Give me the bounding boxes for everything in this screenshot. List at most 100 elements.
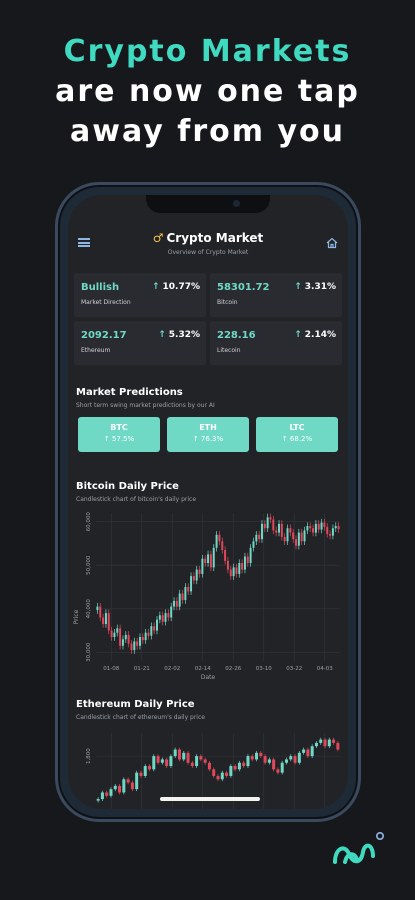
x-axis-label: Date (201, 674, 216, 681)
eth-chart-subtitle: Candlestick chart of ethereum's daily pr… (76, 714, 205, 721)
candle-body (229, 569, 232, 577)
candle-body (130, 782, 134, 790)
candle-body (143, 766, 147, 776)
candle-body (252, 541, 255, 548)
candle-body (314, 523, 317, 533)
candle-body (156, 756, 160, 763)
stat-change: ↑ 3.31% (294, 282, 336, 292)
x-tick-label: 01-21 (134, 666, 150, 672)
candle-body (327, 739, 331, 747)
candle-body (167, 613, 170, 618)
candle-body (263, 523, 266, 529)
y-axis-label: Price (73, 609, 80, 624)
prediction-pct: ↑ 76.3% (192, 435, 224, 443)
candle-body (158, 615, 161, 620)
headline-line-2: are now one tap (55, 74, 360, 109)
candle-body (199, 756, 203, 760)
candle-body (147, 632, 150, 636)
app-subtitle: Overview of Crypto Market (167, 249, 249, 256)
candle-body (184, 587, 187, 601)
app-title: ♂ Crypto Market (68, 231, 348, 245)
arrow-up-icon: ↑ (151, 282, 160, 292)
prediction-symbol: ETH (199, 423, 217, 432)
candle-body (303, 530, 306, 542)
candle-body (269, 517, 272, 520)
candle-body (156, 619, 158, 631)
candle-body (148, 766, 152, 770)
candle-body (135, 772, 139, 790)
candle-body (170, 606, 173, 618)
eth-candlestick-chart[interactable]: 1,800 (68, 725, 348, 809)
candle-body (105, 792, 109, 796)
candle-body (173, 749, 177, 757)
candle-body (260, 523, 263, 540)
candle-body (96, 799, 100, 801)
candle-body (258, 534, 261, 540)
stat-card-bitcoin[interactable]: 58301.72 ↑ 3.31% Bitcoin (210, 273, 342, 317)
stat-change: ↑ 5.32% (158, 330, 200, 340)
candle-body (297, 532, 300, 546)
prediction-eth-button[interactable]: ETH ↑ 76.3% (167, 417, 249, 452)
candle-body (126, 779, 130, 783)
prediction-ltc-button[interactable]: LTC ↑ 68.2% (256, 417, 338, 452)
candle-body (229, 766, 233, 776)
stat-card-ethereum[interactable]: 2092.17 ↑ 5.32% Ethereum (74, 321, 206, 365)
home-icon[interactable] (326, 237, 338, 249)
candle-body (250, 756, 254, 760)
candle-body (314, 742, 318, 747)
candle-body (198, 569, 201, 574)
candle-body (319, 739, 323, 743)
predictions-row: BTC ↑ 57.5% ETH ↑ 76.3% LTC ↑ 68.2% (78, 417, 338, 452)
candle-body (118, 785, 122, 793)
candle-body (133, 641, 136, 651)
y-tick-label: 1,800 (86, 748, 92, 764)
candle-body (278, 523, 280, 533)
predictions-title: Market Predictions (76, 387, 183, 398)
app-title-text: Crypto Market (166, 231, 264, 245)
candle-body (186, 752, 190, 763)
btc-candlestick-chart[interactable]: 30,000 40,000 50,000 60,000 01-08 01-21 02-02 0… (68, 507, 348, 693)
candle-body (255, 534, 258, 542)
candle-body (334, 526, 337, 529)
candle-body (309, 526, 312, 529)
candle-body (306, 749, 310, 757)
candle-body (317, 523, 320, 530)
candle-body (221, 541, 224, 550)
prediction-pct: ↑ 57.5% (103, 435, 135, 443)
candle-body (141, 637, 144, 641)
stat-card-litecoin[interactable]: 228.16 ↑ 2.14% Litecoin (210, 321, 342, 365)
x-tick-label: 01-08 (103, 666, 119, 672)
candle-body (119, 628, 122, 646)
btc-chart-title: Bitcoin Daily Price (76, 481, 179, 492)
hamburger-icon[interactable] (78, 238, 90, 247)
eth-chart-title: Ethereum Daily Price (76, 699, 195, 710)
stat-change: ↑ 10.77% (151, 282, 200, 292)
y-tick-label: 60,000 (86, 512, 92, 532)
candle-body (220, 772, 224, 780)
x-tick-label: 03-10 (256, 666, 272, 672)
candle-body (225, 772, 229, 776)
candle-body (139, 772, 143, 776)
candle-body (207, 554, 210, 564)
prediction-pct: ↑ 68.2% (281, 435, 313, 443)
candle-body (212, 547, 215, 568)
arrow-up-icon: ↑ (294, 282, 302, 292)
candle-body (165, 759, 169, 767)
candle-body (190, 762, 194, 767)
candle-body (104, 613, 107, 624)
candle-body (173, 600, 176, 607)
candle-body (289, 756, 293, 760)
prediction-btc-button[interactable]: BTC ↑ 57.5% (78, 417, 160, 452)
x-tick-label: 03-22 (286, 666, 302, 672)
candle-body (326, 526, 329, 534)
candle-body (116, 628, 119, 633)
stat-card-market-direction[interactable]: Bullish ↑ 10.77% Market Direction (74, 273, 206, 317)
candle-body (312, 528, 315, 533)
candle-body (283, 536, 286, 542)
candle-body (267, 759, 271, 763)
candle-body (144, 632, 147, 641)
candle-body (320, 522, 323, 530)
prediction-symbol: BTC (110, 423, 128, 432)
candle-body (102, 617, 105, 624)
candle-body (107, 613, 110, 631)
